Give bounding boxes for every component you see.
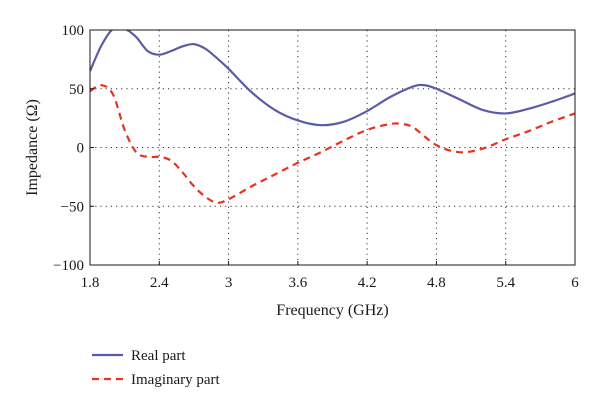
x-tick-label: 5.4	[496, 275, 515, 291]
x-tick-label: 6	[571, 275, 579, 291]
x-tick-label: 3	[225, 275, 233, 291]
legend-label-real-part: Real part	[131, 348, 186, 364]
y-tick-label: 0	[77, 141, 85, 157]
legend-label-imaginary-part: Imaginary part	[131, 372, 221, 388]
x-tick-label: 2.4	[150, 275, 169, 291]
x-axis-label: Frequency (GHz)	[276, 302, 388, 319]
y-tick-label: −100	[53, 258, 84, 274]
series-line-real-part	[90, 30, 575, 127]
y-tick-label: 50	[69, 82, 84, 98]
legend: Real part Imaginary part	[92, 348, 221, 388]
axis-ticks: 1.8 2.4 3 3.6 4.2 4.8 5.4 6 100 50 0 −50 −100	[53, 23, 579, 291]
plot-frame	[89, 29, 576, 266]
x-tick-label: 4.2	[358, 275, 377, 291]
x-tick-label: 4.8	[427, 275, 446, 291]
x-tick-label: 1.8	[81, 275, 100, 291]
plot-series	[90, 30, 575, 204]
y-tick-label: 100	[62, 23, 85, 39]
x-tick-label: 3.6	[288, 275, 307, 291]
y-axis-label: Impedance (Ω)	[24, 99, 41, 196]
series-line-imaginary-part	[90, 84, 575, 204]
grid	[90, 30, 575, 265]
y-tick-label: −50	[61, 199, 84, 215]
